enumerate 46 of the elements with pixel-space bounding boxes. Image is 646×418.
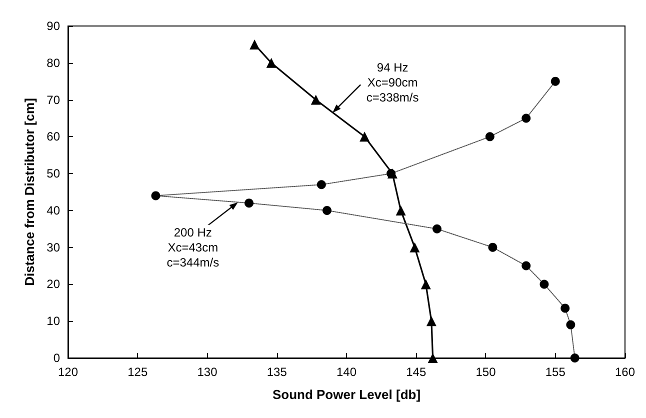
- x-tick-label: 130: [197, 365, 218, 379]
- point: [426, 316, 436, 326]
- point: [550, 76, 560, 86]
- point: [244, 198, 254, 208]
- annotation: 200 Hz Xc=43cm c=344m/s: [166, 225, 220, 270]
- point: [540, 280, 549, 289]
- point: [151, 191, 160, 200]
- x-tick-label: 135: [266, 365, 288, 379]
- y-tick-label: 0: [53, 351, 60, 365]
- point: [428, 353, 438, 363]
- point: [316, 180, 326, 190]
- x-tick-label: 120: [58, 365, 78, 379]
- x-tick-label: 160: [614, 365, 636, 379]
- point: [570, 354, 580, 362]
- annotation: 94 Hz Xc=90cm c=338m/s: [366, 60, 419, 105]
- point: [560, 304, 570, 313]
- y-axis-title: Distance from Distributor [cm]: [22, 98, 37, 286]
- y-tick-label: 20: [46, 277, 60, 292]
- point: [432, 224, 442, 234]
- point: [266, 58, 276, 68]
- x-tick-label: 155: [545, 365, 566, 379]
- point: [360, 132, 370, 142]
- x-tick-label: 150: [476, 365, 496, 379]
- point: [522, 261, 531, 270]
- point: [250, 39, 260, 50]
- point: [322, 206, 332, 215]
- y-tick-label: 50: [46, 166, 60, 181]
- y-tick-label: 90: [46, 19, 60, 33]
- point: [396, 205, 406, 216]
- point: [488, 242, 498, 252]
- y-tick-label: 80: [46, 56, 60, 70]
- x-tick-label: 125: [128, 365, 148, 379]
- y-tick-label: 10: [46, 314, 60, 328]
- y-tick-label: 70: [46, 92, 60, 107]
- point: [420, 279, 431, 290]
- point: [566, 320, 576, 330]
- x-axis-title: Sound Power Level [db]: [272, 387, 421, 402]
- y-tick-label: 40: [46, 203, 60, 218]
- x-tick-label: 145: [406, 365, 426, 379]
- point: [485, 132, 494, 142]
- y-tick-label: 30: [46, 240, 60, 254]
- point: [410, 242, 420, 252]
- point: [522, 114, 531, 123]
- y-tick-label: 60: [46, 130, 60, 144]
- point: [310, 94, 321, 105]
- x-tick-label: 140: [336, 365, 357, 379]
